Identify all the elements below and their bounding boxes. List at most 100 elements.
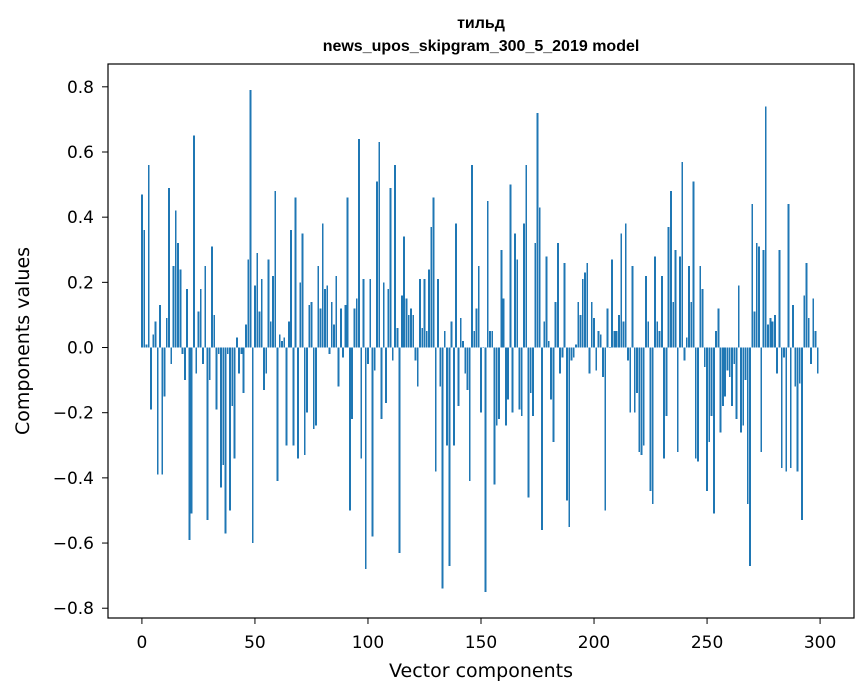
bar-258 [724,347,727,397]
bar-61 [278,334,281,348]
bar-296 [810,347,812,364]
bar-192 [575,344,577,348]
bar-262 [733,347,736,364]
bar-17 [179,269,182,348]
bar-229 [658,331,661,348]
bar-246 [697,347,699,462]
bar-116 [403,236,406,348]
bar-110 [389,187,392,348]
bar-196 [584,272,586,348]
bar-266 [742,347,745,426]
bar-227 [654,256,656,348]
bar-0 [141,194,143,348]
bar-242 [688,266,690,348]
bar-120 [412,314,415,348]
bar-279 [771,321,774,348]
bar-129 [432,197,435,348]
bar-283 [780,347,783,469]
bar-161 [504,347,507,426]
bar-254 [715,331,718,348]
bar-25 [197,311,200,348]
bar-26 [199,288,202,348]
x-tick-label: 250 [691,633,723,653]
bar-170 [525,165,528,348]
bar-8 [159,305,161,348]
bar-35 [220,347,222,488]
bar-100 [367,347,369,364]
bar-185 [559,347,562,374]
bar-41 [233,347,236,459]
bar-237 [676,347,679,452]
bar-53 [260,279,263,348]
bar-124 [421,327,424,348]
bar-72 [303,347,306,456]
bar-187 [563,262,566,348]
chart-subtitle: news_upos_skipgram_300_5_2019 model [323,38,640,55]
bar-15 [174,210,177,348]
bar-59 [274,191,277,348]
bar-157 [495,347,498,426]
bar-183 [554,301,557,348]
bar-9 [161,347,164,475]
bar-145 [468,347,471,482]
bar-136 [448,347,451,566]
bar-78 [317,266,320,348]
bar-134 [443,331,446,348]
bar-5 [152,334,155,348]
bar-218 [633,347,636,413]
bar-299 [816,347,819,374]
bar-86 [335,275,338,348]
bar-292 [801,347,803,521]
y-tick-label: 0.2 [67,273,94,293]
bar-117 [405,298,408,348]
bar-118 [407,314,410,348]
bar-1 [143,230,146,348]
bar-215 [627,347,629,361]
bar-44 [240,347,243,355]
bar-29 [206,347,209,521]
bar-205 [604,347,607,511]
bar-73 [306,347,308,413]
bar-132 [439,347,442,387]
bar-211 [617,314,620,348]
bar-207 [608,347,611,349]
bar-113 [396,327,399,348]
bar-109 [387,288,390,348]
bar-260 [728,347,731,377]
bar-99 [364,347,367,570]
bar-96 [358,138,360,348]
bar-179 [545,256,548,348]
bar-14 [172,266,175,348]
bar-155 [491,331,494,348]
bar-256 [719,347,722,433]
bar-47 [247,259,250,348]
bar-93 [351,347,354,420]
bar-201 [595,347,598,371]
bar-163 [509,184,512,348]
bar-213 [622,321,625,348]
bar-43 [238,347,241,374]
bar-143 [464,347,467,374]
bar-122 [416,347,419,387]
bar-189 [568,347,571,527]
bar-158 [498,347,500,420]
bar-101 [369,279,372,348]
bar-221 [640,347,643,456]
bar-282 [778,249,781,348]
bar-52 [258,311,261,348]
bar-173 [532,347,534,416]
bar-251 [708,347,711,443]
bar-172 [529,347,532,394]
bar-46 [244,324,247,348]
bar-241 [685,337,688,348]
y-tick-label: −0.2 [53,404,94,424]
bar-102 [371,347,374,537]
bar-56 [267,259,270,348]
x-tick-label: 50 [244,633,266,653]
bar-20 [186,288,189,348]
bar-87 [337,347,340,387]
bar-23 [193,135,195,348]
bar-82 [326,285,329,348]
bar-27 [202,347,204,364]
